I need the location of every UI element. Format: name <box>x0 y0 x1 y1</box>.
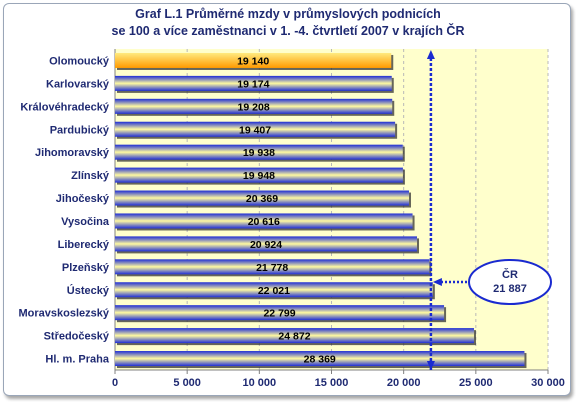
category-label: Zlínský <box>71 170 110 182</box>
bar <box>115 282 433 298</box>
value-label: 19 948 <box>243 170 275 182</box>
bar <box>115 236 418 252</box>
value-label: 20 616 <box>248 216 280 228</box>
x-tick-label: 25 000 <box>459 377 493 389</box>
category-label: Středočeský <box>44 331 110 343</box>
x-tick-label: 20 000 <box>387 377 421 389</box>
category-label: Královéhradecký <box>20 101 110 113</box>
reference-arrow-down <box>426 361 435 370</box>
bar <box>115 213 413 229</box>
reference-arrow-up <box>426 50 435 59</box>
x-tick-label: 5 000 <box>173 377 201 389</box>
x-tick-label: 30 000 <box>531 377 565 389</box>
bar <box>115 259 430 275</box>
bar <box>115 351 525 367</box>
bar <box>115 75 392 91</box>
category-label: Plzeňský <box>62 262 110 274</box>
reference-label: ČR <box>502 268 518 281</box>
value-label: 19 174 <box>237 78 269 90</box>
category-label: Hl. m. Praha <box>45 354 109 366</box>
bar <box>115 190 409 206</box>
category-label: Jihočeský <box>56 193 110 205</box>
bar <box>115 98 393 114</box>
bar <box>115 305 445 321</box>
reference-callout-ellipse <box>468 259 552 305</box>
x-tick-label: 0 <box>112 377 118 389</box>
value-label: 19 938 <box>243 147 275 159</box>
chart-title: Graf L.1 Průměrné mzdy v průmyslových po… <box>111 7 465 38</box>
category-label: Moravskoslezský <box>19 308 110 320</box>
category-label: Pardubický <box>50 124 110 136</box>
x-tick-label: 10 000 <box>243 377 277 389</box>
category-label: Ústecký <box>67 284 110 297</box>
value-label: 19 407 <box>239 124 271 136</box>
bar <box>115 167 403 183</box>
value-label: 20 924 <box>250 239 282 251</box>
reference-value-label: 21 887 <box>493 283 527 295</box>
value-label: 22 021 <box>258 285 290 297</box>
callout-arrowhead <box>432 278 442 286</box>
value-label: 28 369 <box>304 354 336 366</box>
bar <box>115 328 474 344</box>
value-label: 19 140 <box>237 55 269 67</box>
bar <box>115 121 396 137</box>
x-tick-label: 15 000 <box>315 377 349 389</box>
category-label: Vysočina <box>61 216 110 228</box>
bar-highlighted <box>115 52 392 68</box>
category-label: Olomoucký <box>49 55 110 67</box>
category-label: Karlovarský <box>46 78 110 90</box>
value-label: 21 778 <box>256 262 288 274</box>
value-label: 24 872 <box>278 331 310 343</box>
value-label: 22 799 <box>263 308 295 320</box>
category-label: Liberecký <box>58 239 110 251</box>
value-label: 20 369 <box>246 193 278 205</box>
bar <box>115 144 403 160</box>
category-label: Jihomoravský <box>35 147 110 159</box>
value-label: 19 208 <box>238 101 270 113</box>
